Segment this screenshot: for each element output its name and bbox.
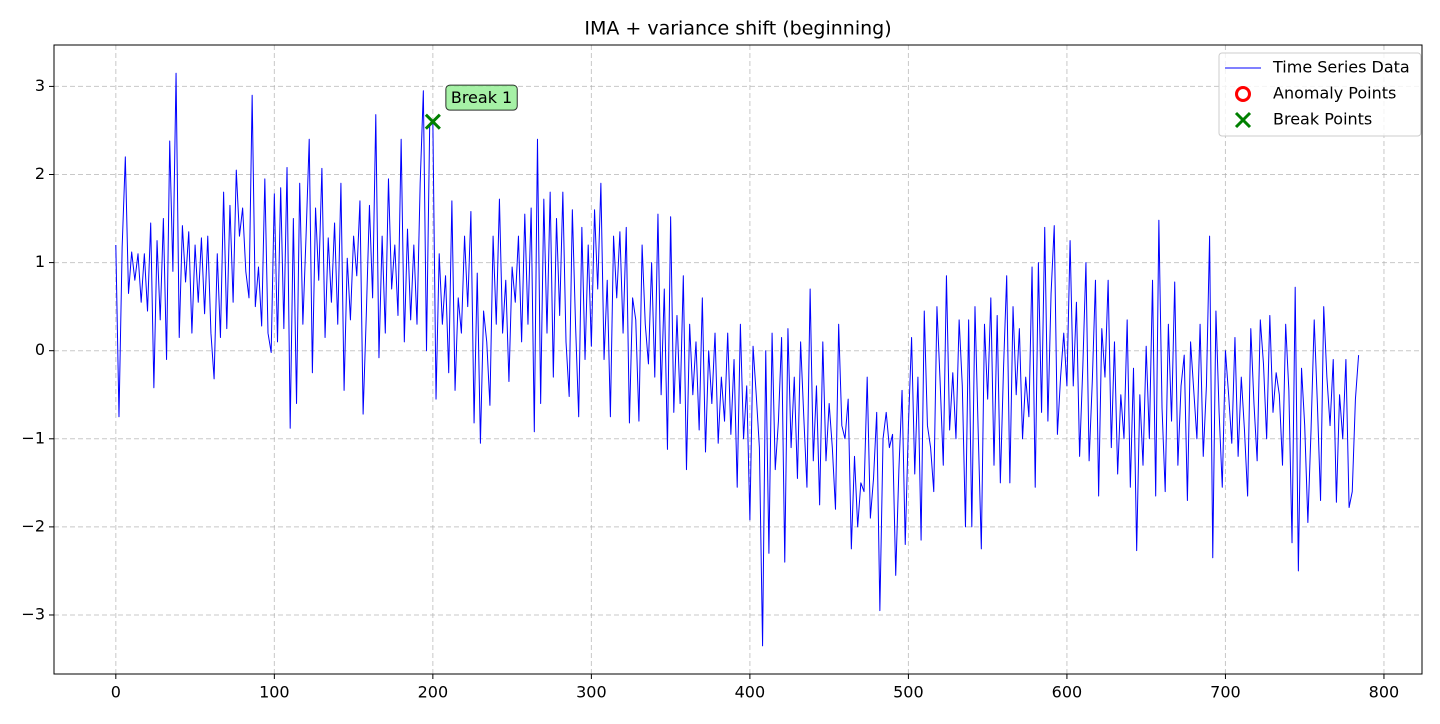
annotation-box <box>445 84 518 111</box>
x-tick-label: 500 <box>893 683 924 702</box>
x-tick-label: 600 <box>1052 683 1083 702</box>
legend-marker <box>1235 86 1251 102</box>
x-tick-label: 800 <box>1369 683 1400 702</box>
x-tick-label: 700 <box>1210 683 1241 702</box>
x-tick-label: 400 <box>735 683 766 702</box>
y-tick-label: 1 <box>35 252 45 271</box>
legend-marker <box>1234 111 1252 129</box>
x-tick-label: 100 <box>259 683 290 702</box>
legend-label: Time Series Data <box>1272 58 1410 77</box>
x-tick-label: 0 <box>111 683 121 702</box>
y-tick-label: −1 <box>21 428 45 447</box>
chart-title: IMA + variance shift (beginning) <box>584 18 891 40</box>
legend: Time Series Data Anomaly Points Break Poin… <box>1218 52 1422 137</box>
y-tick-label: −2 <box>21 516 45 535</box>
data-line <box>115 72 1360 647</box>
y-tick-label: 3 <box>35 76 45 95</box>
x-tick-label: 300 <box>576 683 607 702</box>
x-tick-label: 200 <box>418 683 449 702</box>
legend-box <box>1218 52 1422 137</box>
plot-frame <box>53 44 1423 675</box>
legend-label: Anomaly Points <box>1273 84 1396 103</box>
y-tick-label: 2 <box>35 164 45 183</box>
legend-label: Break Points <box>1273 110 1372 129</box>
y-tick-label: 0 <box>35 340 45 359</box>
annotation-text: Break 1 <box>451 88 512 107</box>
y-tick-label: −3 <box>21 604 45 623</box>
break-point-marker <box>424 113 441 130</box>
